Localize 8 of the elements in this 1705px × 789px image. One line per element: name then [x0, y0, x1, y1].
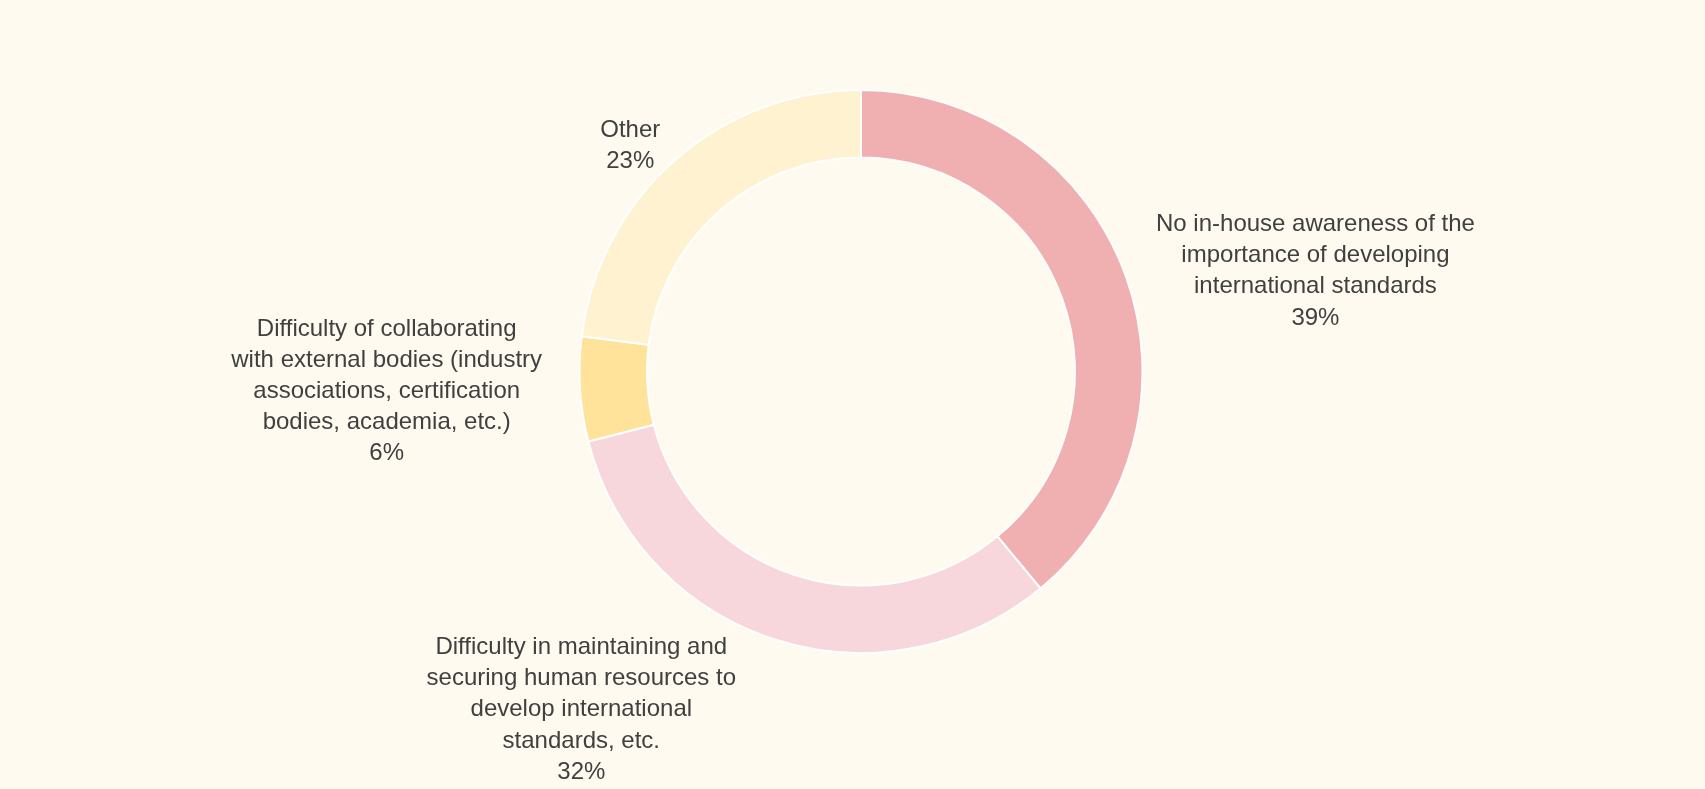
data-label: 6%: [369, 438, 405, 466]
data-label: 39%: [1291, 302, 1340, 330]
slice-label: Difficulty of collaborating with external bodies (industry associations, certification bodies, academia, etc.): [230, 313, 543, 435]
data-label: 32%: [557, 756, 606, 784]
slice-label: No in-house awareness of the importance of developing international standards: [1156, 208, 1475, 299]
slice-label: Difficulty in maintaining and securing human resources to develop international standards, etc.: [426, 631, 737, 753]
data-label: 23%: [606, 146, 655, 174]
slice-label: Other: [600, 114, 661, 142]
